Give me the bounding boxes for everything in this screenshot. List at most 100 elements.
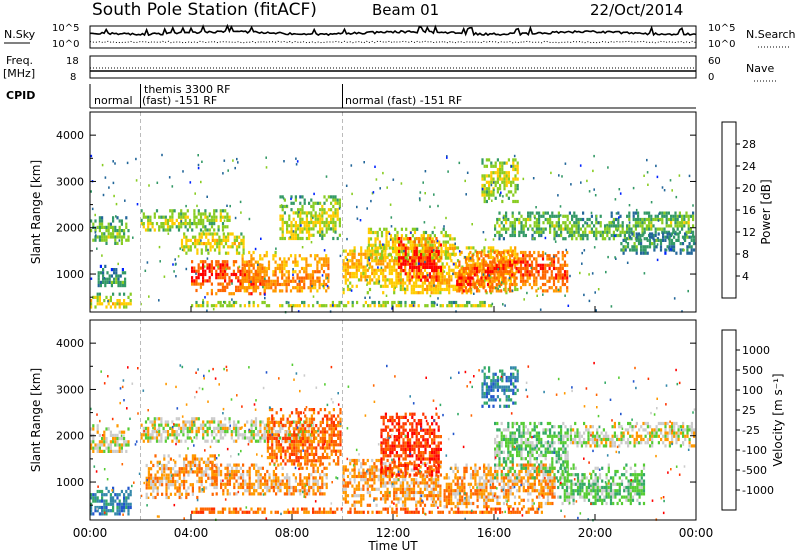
echo-cell (673, 228, 675, 232)
echo-cell (202, 423, 205, 427)
echo-cell (663, 214, 666, 218)
echo-cell (97, 271, 100, 275)
echo-cell (300, 224, 302, 227)
echo-cell (321, 274, 324, 277)
echo-cell (327, 286, 330, 290)
echo-cell (684, 235, 687, 239)
echo-cell (118, 219, 121, 223)
echo-cell (288, 414, 291, 418)
echo-cell (175, 225, 178, 229)
echo-cell (666, 232, 669, 236)
echo-cell (202, 263, 205, 267)
echo-cell (489, 266, 492, 271)
echo-cell (611, 220, 614, 224)
echo-cell (484, 279, 486, 282)
echo-cell (634, 227, 637, 231)
echo-cell (114, 440, 117, 444)
echo-cell (508, 260, 512, 264)
echo-cell (215, 304, 218, 308)
echo-cell (564, 227, 567, 231)
echo-cell (263, 439, 266, 443)
echo-cell (311, 276, 315, 280)
echo-cell (490, 164, 493, 168)
echo-cell (424, 278, 427, 282)
echo-cell (261, 257, 264, 261)
echo-cell (248, 282, 251, 287)
echo-cell (579, 233, 582, 238)
echo-cell (309, 273, 312, 277)
echo-cell (94, 443, 97, 447)
echo-cell (145, 492, 148, 496)
echo-cell (287, 276, 290, 280)
echo-cell (512, 177, 515, 181)
echo-cell (417, 271, 420, 276)
echo-cell (290, 436, 293, 440)
echo-cell (292, 201, 295, 205)
echo-cell (226, 260, 229, 264)
echo-cell (180, 470, 183, 474)
echo-cell (286, 227, 289, 231)
echo-cell (268, 485, 271, 490)
echo-cell (396, 250, 399, 254)
echo-cell (222, 235, 225, 239)
echo-cell (281, 426, 284, 430)
echo-cell (281, 236, 284, 241)
echo-cell (484, 276, 487, 280)
echo-cell (507, 287, 510, 292)
echo-cell (541, 257, 545, 261)
echo-cell (282, 417, 285, 421)
echo-cell (452, 300, 455, 305)
echo-cell (422, 265, 425, 269)
echo-cell (230, 430, 233, 434)
echo-cell (243, 286, 246, 290)
echo-cell (173, 209, 176, 213)
echo-cell (199, 272, 202, 277)
echo-cell (248, 473, 251, 477)
echo-cell (471, 257, 474, 261)
echo-cell (237, 288, 240, 293)
echo-cell (413, 246, 416, 250)
echo-cell (250, 492, 253, 496)
echo-cell (182, 423, 185, 427)
echo-cell (180, 430, 183, 434)
echo-cell (676, 224, 679, 228)
echo-cell (323, 249, 326, 252)
echo-cell (233, 476, 236, 480)
y-tick-label: 4000 (56, 129, 84, 142)
echo-cell (552, 276, 556, 280)
echo-cell (221, 266, 224, 270)
echo-cell (237, 266, 240, 270)
echo-cell (235, 433, 238, 437)
echo-cell (185, 457, 188, 461)
echo-cell (405, 243, 408, 247)
echo-cell (584, 233, 587, 238)
echo-cell (198, 238, 201, 242)
echo-cell (149, 218, 152, 222)
echo-cell (161, 153, 163, 157)
echo-cell (330, 214, 333, 218)
echo-cell (285, 439, 288, 443)
echo-cell (685, 233, 688, 238)
echo-cell (398, 237, 401, 241)
echo-cell (418, 253, 421, 257)
echo-cell (116, 433, 119, 437)
echo-cell (104, 277, 107, 281)
echo-cell (195, 269, 198, 273)
echo-cell (94, 505, 97, 510)
echo-cell (676, 221, 679, 225)
echo-cell (399, 275, 402, 279)
echo-cell (235, 430, 238, 434)
echo-cell (231, 466, 234, 470)
echo-cell (413, 230, 417, 235)
echo-cell (491, 263, 494, 267)
echo-cell (210, 420, 214, 424)
echo-cell (216, 238, 219, 242)
echo-cell (232, 260, 235, 264)
echo-cell (272, 273, 275, 277)
echo-cell (469, 276, 472, 280)
echo-cell (326, 276, 329, 280)
echo-cell (233, 492, 236, 496)
echo-cell (208, 212, 211, 216)
echo-cell (544, 227, 547, 231)
echo-cell (683, 248, 685, 252)
